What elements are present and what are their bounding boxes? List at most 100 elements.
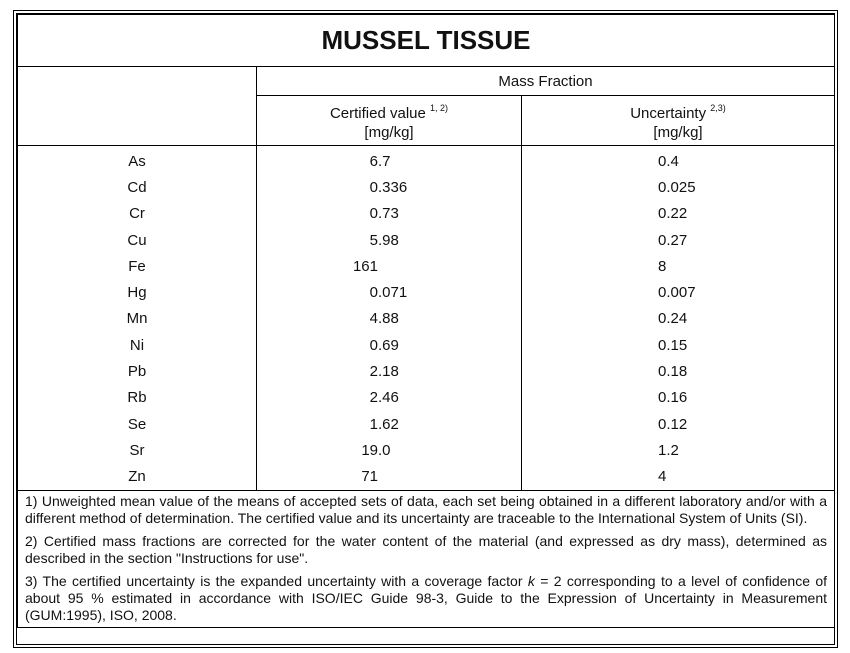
element: Cu [127,231,147,249]
element: As [128,152,146,170]
element: Cd [127,178,147,196]
table-cell: 0.071 [256,279,522,306]
table-cell: Ni [17,332,257,359]
value: 0.18 [658,363,688,381]
table-row: Hg 0.071 0.007 [17,279,836,306]
column-header: Certified value 1, 2) [mg/kg] [256,95,522,146]
certificate-table: MUSSEL TISSUE Mass Fraction Certified va… [13,10,838,648]
unit: [mg/kg] [653,124,703,141]
table-cell: 5.98 [256,226,522,254]
footnote: 2) Certified mass fractions are correcte… [25,533,827,567]
table-cell: 4 [520,463,836,491]
table-cell: 0.12 [520,410,836,438]
table-row: Pb 2.18 0.18 [17,358,836,385]
element: Rb [127,389,147,407]
table-cell: 2.46 [256,384,522,411]
value: 0.4 [658,152,679,170]
table-cell: Cd [17,174,257,201]
table-cell: 0.22 [520,200,836,227]
value: 0.007 [658,284,696,302]
value: 71 [361,468,378,486]
footnote-text: = 2 corresponding to a level of confiden… [25,572,828,623]
footnote-text: 1) Unweighted mean value of the means of… [25,492,828,526]
table-row: Cr 0.73 0.22 [17,200,836,227]
table-row: Sr 19.0 1.2 [17,437,836,464]
footnote-text: 2) Certified mass fractions are correcte… [25,532,828,566]
element: Fe [128,257,146,275]
table-cell: 0.007 [520,279,836,306]
value: 19.0 [361,441,391,459]
value: 5.98 [369,231,399,249]
table-cell: 6.7 [256,145,522,175]
element: Mn [126,310,148,328]
value: 0.69 [369,336,399,354]
table-cell: 0.16 [520,384,836,411]
element: Ni [129,336,145,354]
element: Pb [127,363,147,381]
table-cell: 8 [520,253,836,280]
table-cell: 0.27 [520,226,836,254]
table-cell: Fe [17,253,257,280]
table-row: Mn 4.88 0.24 [17,305,836,333]
table-cell: As [17,145,257,175]
table-cell: 0.24 [520,305,836,333]
value: 0.336 [369,178,408,196]
column-label: Certified value [329,105,426,122]
footnote-row: 1) Unweighted mean value of the means of… [16,489,836,628]
table-cell: 0.4 [520,145,836,175]
table-row: Cd 0.336 0.025 [17,174,836,201]
table-cell: 0.73 [256,200,522,227]
blank-header [17,66,257,146]
value: 0.24 [658,310,688,328]
value: 0.27 [658,231,688,249]
table-row: Ni 0.69 0.15 [17,332,836,359]
table-cell: 1.2 [520,437,836,464]
value: 0.15 [658,336,688,354]
value: 0.73 [369,205,399,223]
table-cell: 19.0 [256,437,522,464]
table-row: Cu 5.98 0.27 [17,226,836,254]
table: MUSSEL TISSUE Mass Fraction Certified va… [16,14,836,628]
value: 0.071 [369,284,408,302]
table-cell: Cu [17,226,257,254]
group-header: Mass Fraction [255,66,836,96]
element: Sr [129,441,145,459]
element: Cr [129,205,145,223]
value: 2.18 [369,363,399,381]
value: 8 [658,257,667,275]
table-cell: 161 [256,253,522,280]
value: 1.2 [658,441,679,459]
column-header: Uncertainty 2,3) [mg/kg] [520,95,836,146]
value: 4.88 [369,310,399,328]
table-cell: 1.62 [256,410,522,438]
element: Zn [128,468,146,486]
table-cell: 0.69 [256,332,522,359]
table-cell: Zn [17,463,257,491]
table-cell: 0.025 [520,174,836,201]
table-cell: 2.18 [256,358,522,385]
column-label: Uncertainty [630,105,707,122]
footnotes: 1) Unweighted mean value of the means of… [16,489,836,628]
footnote: 1) Unweighted mean value of the means of… [25,493,827,527]
value: 0.22 [658,205,688,223]
element: Se [127,415,147,433]
table-cell: 71 [256,463,522,491]
footnote: 3) The certified uncertainty is the expa… [25,573,827,624]
value: 2.46 [369,389,399,407]
footnote-text: 3) The certified uncertainty is the expa… [25,572,528,589]
note-ref: 2,3) [710,103,726,113]
table-cell: Se [17,410,257,438]
value: 4 [658,468,667,486]
table-cell: Sr [17,437,257,464]
table-cell: Hg [17,279,257,306]
value: 0.025 [658,178,696,196]
note-ref: 1, 2) [430,103,449,113]
table-cell: 0.18 [520,358,836,385]
table-row: Rb 2.46 0.16 [17,384,836,411]
value: 161 [352,257,378,275]
table-row: Fe 161 8 [17,253,836,280]
title: MUSSEL TISSUE [16,14,836,67]
table-row: Zn 71 4 [17,463,836,491]
value: 0.16 [658,389,688,407]
